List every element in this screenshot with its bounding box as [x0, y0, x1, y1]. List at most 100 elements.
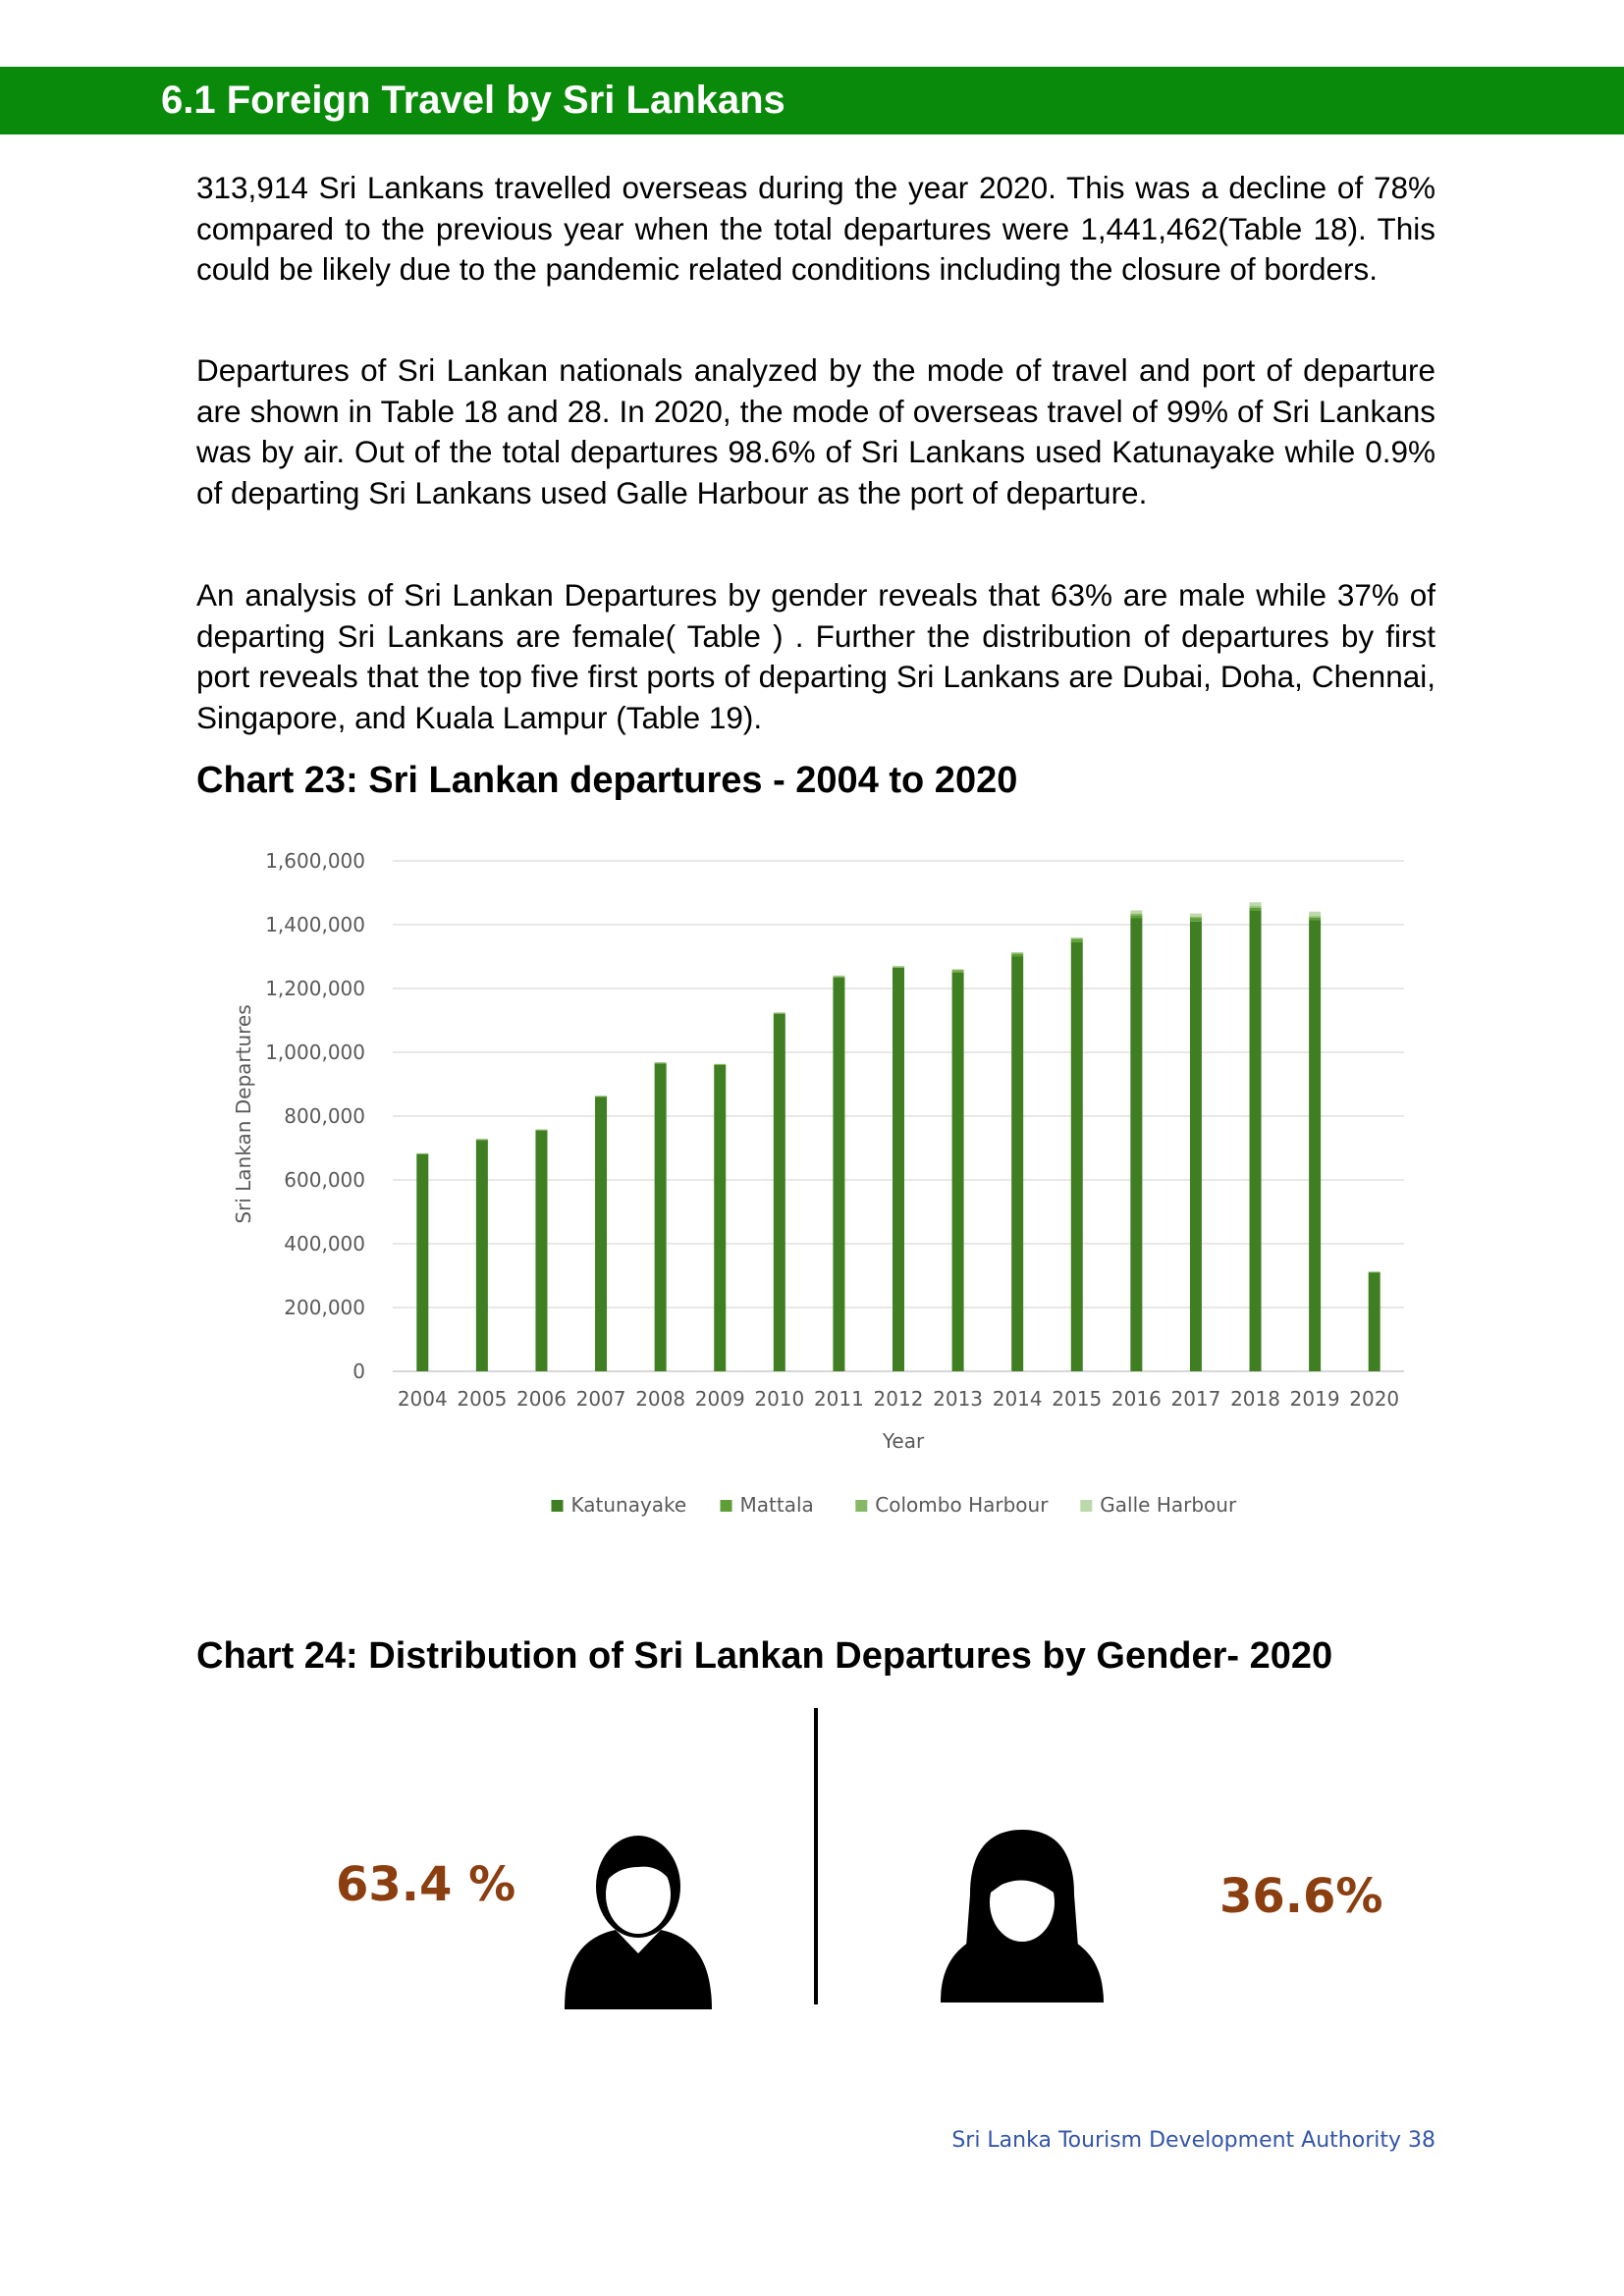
- bar-2009-colombo-harbour: [714, 1064, 727, 1065]
- y-tick-label: 600,000: [284, 1168, 365, 1192]
- x-tick-label: 2009: [695, 1387, 745, 1411]
- bar-2018-mattala: [1249, 907, 1262, 911]
- bar-2013-katunayake: [951, 972, 964, 1371]
- chart23-heading-title: : Sri Lankan departures - 2004 to 2020: [346, 760, 1018, 801]
- bar-2004-katunayake: [416, 1154, 429, 1371]
- x-tick-label: 2004: [398, 1387, 448, 1411]
- male-percentage: 63.4 %: [336, 1857, 516, 1912]
- legend-swatch: [551, 1500, 564, 1512]
- bar-2009-katunayake: [714, 1065, 727, 1371]
- bar-2014-colombo-harbour: [1011, 952, 1024, 954]
- bar-2013-mattala: [951, 971, 964, 973]
- x-tick-label: 2020: [1349, 1387, 1399, 1411]
- bar-2018-colombo-harbour: [1249, 906, 1262, 908]
- chart24-heading: Chart 24: Distribution of Sri Lankan Dep…: [196, 1635, 1332, 1678]
- x-tick-label: 2013: [933, 1387, 983, 1411]
- bar-2005-colombo-harbour: [475, 1139, 488, 1141]
- x-tick-label: 2014: [993, 1387, 1043, 1411]
- bar-2019-colombo-harbour: [1309, 916, 1322, 918]
- x-tick-label: 2019: [1290, 1387, 1340, 1411]
- bar-2006-colombo-harbour: [535, 1129, 548, 1131]
- legend-label: Katunayake: [571, 1493, 687, 1517]
- bar-2016-galle-harbour: [1130, 910, 1143, 914]
- y-tick-label: 200,000: [284, 1296, 365, 1319]
- x-tick-label: 2006: [516, 1387, 567, 1411]
- bar-2011-katunayake: [833, 977, 845, 1371]
- legend-swatch: [720, 1500, 732, 1512]
- chart24-heading-title: Distribution of Sri Lankan Departures by…: [368, 1635, 1333, 1677]
- bar-2010-katunayake: [773, 1014, 785, 1371]
- bar-2018-galle-harbour: [1249, 902, 1262, 907]
- chart23-heading: Chart 23: Sri Lankan departures - 2004 t…: [196, 760, 1017, 802]
- bar-2014-katunayake: [1011, 956, 1024, 1371]
- paragraph-1: 313,914 Sri Lankans travelled overseas d…: [196, 170, 1435, 287]
- bar-2014-mattala: [1011, 953, 1024, 957]
- female-person-icon: [941, 1830, 1104, 2002]
- y-axis-title: Sri Lankan Departures: [232, 1004, 255, 1223]
- y-tick-label: 1,600,000: [265, 849, 365, 873]
- bar-2018-katunayake: [1249, 910, 1262, 1371]
- paragraph-3: An analysis of Sri Lankan Departures by …: [196, 577, 1435, 735]
- bar-2015-katunayake: [1070, 941, 1083, 1371]
- section-title: 6.1 Foreign Travel by Sri Lankans: [161, 79, 785, 122]
- y-tick-label: 400,000: [284, 1232, 365, 1255]
- bar-2016-mattala: [1130, 915, 1143, 919]
- bar-2019-galle-harbour: [1309, 911, 1322, 917]
- bar-2005-katunayake: [475, 1140, 488, 1371]
- y-tick-label: 1,400,000: [265, 913, 365, 936]
- bar-2011-colombo-harbour: [833, 976, 845, 978]
- bar-2017-colombo-harbour: [1189, 916, 1202, 919]
- bar-2020-galle-harbour: [1368, 1271, 1380, 1272]
- section-banner: 6.1 Foreign Travel by Sri Lankans: [0, 67, 1624, 134]
- bar-2007-katunayake: [595, 1096, 608, 1371]
- bar-2012-galle-harbour: [893, 965, 904, 967]
- x-axis-title: Year: [882, 1429, 925, 1453]
- bar-2011-galle-harbour: [833, 975, 845, 977]
- bar-2015-mattala: [1070, 938, 1083, 942]
- x-tick-label: 2008: [635, 1387, 685, 1411]
- bar-2014-galle-harbour: [1011, 951, 1024, 953]
- bar-2019-katunayake: [1309, 920, 1322, 1371]
- departures-bar-chart: 2004 2005 2006 2007 2008 2009 2010 2011 2012 2013…: [232, 849, 1404, 1517]
- paragraph-2: Departures of Sri Lankan nationals analy…: [196, 352, 1435, 510]
- legend-label: Galle Harbour: [1100, 1493, 1237, 1517]
- x-tick-label: 2012: [874, 1387, 924, 1411]
- x-tick-label: 2017: [1170, 1387, 1220, 1411]
- x-tick-label: 2010: [754, 1387, 804, 1411]
- legend-label: Colombo Harbour: [875, 1493, 1049, 1517]
- bar-2013-galle-harbour: [951, 969, 964, 970]
- bar-2006-katunayake: [535, 1130, 548, 1371]
- bar-2019-mattala: [1309, 917, 1322, 921]
- bar-2008-colombo-harbour: [654, 1062, 667, 1064]
- bar-2013-colombo-harbour: [951, 969, 964, 972]
- y-tick-label: 1,200,000: [265, 977, 365, 1000]
- bar-2010-galle-harbour: [773, 1012, 785, 1013]
- bar-2015-galle-harbour: [1070, 937, 1083, 938]
- y-tick-label: 800,000: [284, 1104, 365, 1128]
- bar-2012-colombo-harbour: [893, 966, 904, 968]
- legend-swatch: [1080, 1500, 1093, 1512]
- x-tick-label: 2016: [1111, 1387, 1162, 1411]
- y-tick-label: 0: [352, 1360, 365, 1383]
- chart24-heading-prefix: Chart 24:: [196, 1635, 369, 1677]
- x-tick-label: 2007: [576, 1387, 626, 1411]
- bar-2012-katunayake: [893, 967, 904, 1371]
- male-person-icon: [565, 1836, 712, 2009]
- legend-label: Mattala: [740, 1493, 814, 1517]
- bar-2007-colombo-harbour: [595, 1095, 608, 1097]
- female-percentage: 36.6%: [1219, 1869, 1383, 1924]
- x-tick-label: 2015: [1052, 1387, 1102, 1411]
- bar-2015-colombo-harbour: [1070, 937, 1083, 939]
- bar-2010-colombo-harbour: [773, 1012, 785, 1014]
- chart23-heading-prefix: Chart 23: [196, 760, 347, 801]
- x-tick-label: 2005: [457, 1387, 507, 1411]
- bar-2016-katunayake: [1130, 918, 1143, 1371]
- page-footer: Sri Lanka Tourism Development Authority …: [951, 2128, 1435, 2153]
- bar-2004-colombo-harbour: [416, 1153, 429, 1154]
- bar-2017-mattala: [1189, 918, 1202, 922]
- legend-swatch: [855, 1500, 868, 1512]
- bar-2016-colombo-harbour: [1130, 913, 1143, 916]
- y-tick-label: 1,000,000: [265, 1041, 365, 1064]
- bar-2020-katunayake: [1368, 1272, 1380, 1371]
- gender-divider: [814, 1708, 818, 2004]
